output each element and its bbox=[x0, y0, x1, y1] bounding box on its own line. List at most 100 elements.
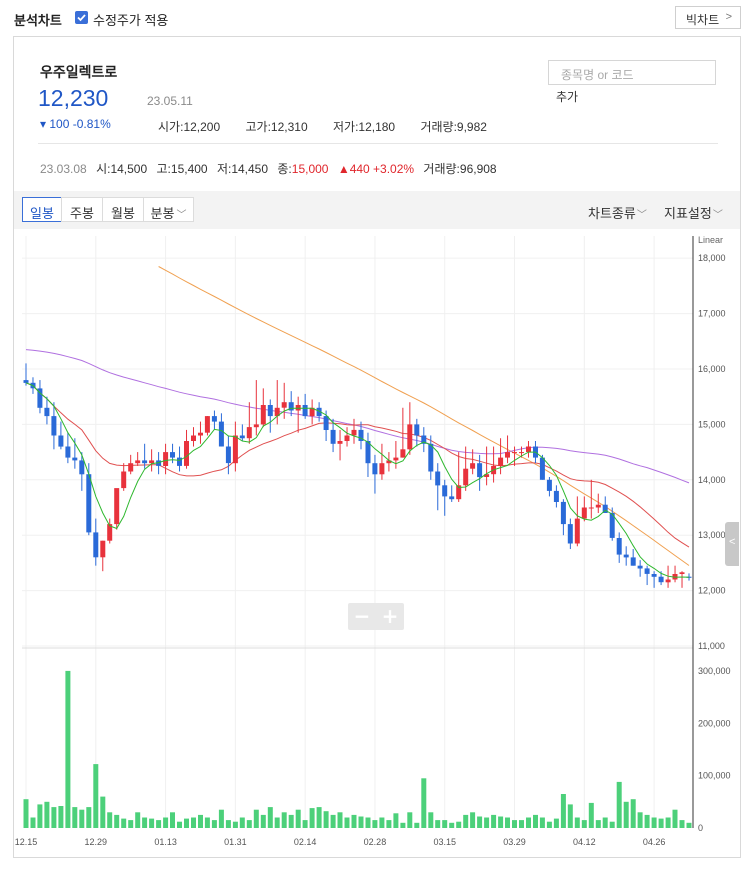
volume-bar bbox=[574, 817, 580, 828]
volume-bar bbox=[288, 814, 294, 828]
price-tick-label: 15,000 bbox=[698, 419, 726, 429]
stock-name: 우주일렉트로 bbox=[40, 64, 118, 80]
low-value: 12,180 bbox=[358, 120, 396, 134]
candle-body bbox=[100, 540, 106, 558]
volume-bar bbox=[281, 812, 287, 828]
open-label: 시가 bbox=[158, 120, 181, 134]
current-price: 12,230 bbox=[38, 85, 109, 111]
big-chart-button[interactable]: 빅차트 > bbox=[675, 6, 741, 29]
ma60-line bbox=[25, 349, 690, 484]
tab-daily[interactable]: 일봉 bbox=[22, 197, 62, 222]
analysis-chart-title: 분석차트 bbox=[14, 13, 62, 28]
chart-toolbar: 일봉 주봉 월봉 분봉 ﹀ 차트종류﹀ 지표설정﹀ bbox=[14, 191, 740, 229]
candle-body bbox=[428, 443, 434, 472]
volume-bar bbox=[393, 813, 399, 828]
volume-tick-label: 0 bbox=[698, 823, 703, 833]
stock-search-input[interactable]: 종목명 or 코드 bbox=[548, 60, 716, 85]
volume-bar bbox=[218, 809, 224, 828]
volume-tick-label: 200,000 bbox=[698, 718, 731, 728]
volume-bar bbox=[232, 821, 238, 828]
volume-bar bbox=[128, 820, 134, 828]
candle-body bbox=[177, 457, 182, 466]
candle-body bbox=[211, 416, 217, 422]
date-tick-label: 02.14 bbox=[294, 837, 317, 847]
volume-bar bbox=[372, 820, 378, 828]
tab-weekly[interactable]: 주봉 bbox=[61, 197, 103, 222]
volume-bar bbox=[484, 817, 490, 828]
add-button[interactable]: 추가 bbox=[556, 90, 579, 104]
candle-body bbox=[512, 452, 517, 454]
candle-body bbox=[553, 490, 559, 502]
volume-bar bbox=[184, 818, 189, 828]
volume-bar bbox=[505, 817, 510, 828]
candle-body bbox=[519, 452, 524, 454]
candle-body bbox=[274, 407, 280, 417]
volume-tick-label: 100,000 bbox=[698, 771, 731, 781]
candle-body bbox=[302, 405, 308, 417]
volume-bar bbox=[519, 820, 524, 828]
candle-body bbox=[288, 402, 294, 411]
candle-body bbox=[330, 429, 336, 444]
candle-body bbox=[609, 513, 615, 538]
volume-label: 거래량 bbox=[420, 120, 454, 134]
volume-bar bbox=[295, 809, 301, 828]
candle-body bbox=[658, 576, 664, 583]
high-value: 12,310 bbox=[270, 120, 308, 134]
ref-close-label: 종 bbox=[277, 162, 289, 176]
date-tick-label: 04.12 bbox=[573, 837, 596, 847]
volume-bar bbox=[386, 820, 392, 828]
price-tick-label: 12,000 bbox=[698, 586, 726, 596]
candle-body bbox=[560, 501, 566, 525]
volume-bar bbox=[51, 807, 57, 828]
price-tick-label: 14,000 bbox=[698, 475, 726, 485]
indicator-settings-menu[interactable]: 지표설정﹀ bbox=[664, 203, 723, 222]
volume-bar bbox=[400, 822, 406, 828]
ref-open-value: 14,500 bbox=[110, 162, 148, 176]
candle-body bbox=[156, 460, 162, 466]
volume-bar bbox=[191, 817, 196, 828]
indicator-settings-label: 지표설정 bbox=[664, 206, 712, 221]
volume-bar bbox=[630, 799, 636, 828]
candle-body bbox=[58, 435, 64, 447]
candle-body bbox=[163, 452, 169, 466]
volume-bar bbox=[533, 814, 538, 828]
volume-bar bbox=[665, 817, 671, 828]
adjusted-price-label[interactable]: 수정주가 적용 bbox=[93, 13, 169, 28]
volume-bar bbox=[365, 817, 371, 828]
volume-bar bbox=[316, 807, 322, 828]
date-tick-label: 03.15 bbox=[433, 837, 456, 847]
zoom-in-icon[interactable]: + bbox=[382, 604, 399, 628]
price-tick-label: 11,000 bbox=[698, 641, 725, 651]
candle-body bbox=[114, 488, 120, 525]
side-panel-handle[interactable]: < bbox=[725, 522, 739, 566]
adjusted-price-checkbox[interactable] bbox=[75, 11, 88, 24]
volume-bar bbox=[463, 814, 469, 828]
candle-body bbox=[379, 463, 385, 475]
date-tick-label: 04.26 bbox=[643, 837, 666, 847]
candle-body bbox=[260, 405, 266, 425]
tab-monthly[interactable]: 월봉 bbox=[102, 197, 144, 222]
volume-bar bbox=[421, 778, 427, 828]
candle-body bbox=[351, 429, 357, 436]
volume-bar bbox=[553, 818, 559, 828]
volume-bar bbox=[121, 818, 127, 828]
candle-body bbox=[602, 504, 608, 513]
volume-bar bbox=[37, 804, 43, 828]
ma5-line bbox=[25, 382, 690, 578]
ref-high-label: 고 bbox=[156, 162, 168, 176]
volume-bar bbox=[274, 817, 280, 828]
volume-bar bbox=[253, 809, 259, 828]
candle-body bbox=[246, 427, 252, 439]
candle-body bbox=[267, 405, 273, 417]
candle-body bbox=[393, 457, 399, 461]
chart-type-menu[interactable]: 차트종류﹀ bbox=[588, 203, 647, 222]
candle-body bbox=[644, 568, 650, 574]
tab-minute[interactable]: 분봉 ﹀ bbox=[143, 197, 194, 222]
zoom-out-icon[interactable]: − bbox=[354, 604, 371, 628]
candle-body bbox=[79, 460, 85, 475]
chevron-down-icon: ﹀ bbox=[636, 210, 647, 221]
candle-body bbox=[679, 572, 685, 574]
volume-bar bbox=[23, 799, 29, 828]
date-tick-label: 02.28 bbox=[364, 837, 387, 847]
